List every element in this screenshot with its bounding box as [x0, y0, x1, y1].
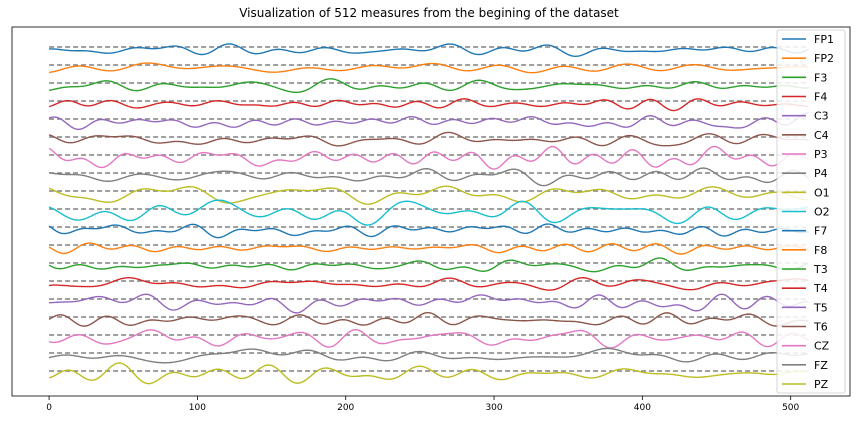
legend-label-fz: FZ [814, 359, 828, 372]
series-line-c4 [48, 131, 809, 147]
legend-label-t6: T6 [813, 321, 828, 334]
legend-label-f7: F7 [814, 225, 827, 238]
series-line-o1 [48, 185, 809, 205]
legend-label-p3: P3 [814, 148, 828, 161]
series-line-t5 [49, 293, 809, 314]
legend-label-f4: F4 [814, 91, 827, 104]
legend-label-fp1: FP1 [814, 33, 834, 46]
legend-label-pz: PZ [814, 378, 829, 391]
legend-label-o2: O2 [814, 206, 830, 219]
legend-box [776, 29, 846, 394]
series-line-t3 [48, 257, 809, 273]
x-tick-label: 500 [782, 403, 799, 413]
legend-label-f8: F8 [814, 244, 827, 257]
legend-label-p4: P4 [814, 167, 828, 180]
chart-title: Visualization of 512 measures from the b… [239, 6, 619, 20]
x-tick-label: 300 [485, 403, 502, 413]
legend-label-fp2: FP2 [814, 52, 834, 65]
series-line-fp2 [48, 62, 809, 74]
legend-label-f3: F3 [814, 71, 827, 84]
plot-frame [11, 26, 851, 397]
legend-label-c4: C4 [814, 129, 829, 142]
series-line-f4 [48, 98, 809, 112]
series-line-fp1 [49, 43, 809, 57]
legend-label-c3: C3 [814, 110, 829, 123]
series-line-p4 [48, 167, 809, 187]
x-tick-label: 0 [46, 403, 52, 413]
legend-label-t5: T5 [813, 301, 828, 314]
series-line-t4 [49, 277, 809, 291]
legend-label-cz: CZ [814, 340, 830, 353]
x-tick-label: 200 [337, 403, 354, 413]
x-tick-label: 400 [634, 403, 651, 413]
series-lines [48, 43, 809, 385]
legend: FP1 FP2 F3 F4 C3 C4 P3 P4 O1 O2 F7 F8 T3 T4 T5 T6 CZ FZ PZ [776, 29, 846, 394]
series-line-c3 [48, 111, 809, 131]
series-line-f3 [48, 78, 809, 94]
legend-label-t4: T4 [813, 282, 828, 295]
series-line-fz [48, 347, 809, 364]
series-line-p3 [48, 145, 809, 170]
series-line-t6 [48, 311, 809, 327]
series-line-pz [48, 362, 809, 385]
series-line-f7 [48, 223, 809, 239]
legend-label-t3: T3 [813, 263, 828, 276]
legend-label-o1: O1 [814, 186, 830, 199]
x-tick-label: 100 [189, 403, 206, 413]
series-line-cz [48, 329, 809, 349]
series-line-f8 [48, 242, 809, 255]
series-line-o2 [48, 199, 809, 226]
x-axis: 0 100 200 300 400 500 [46, 396, 800, 413]
